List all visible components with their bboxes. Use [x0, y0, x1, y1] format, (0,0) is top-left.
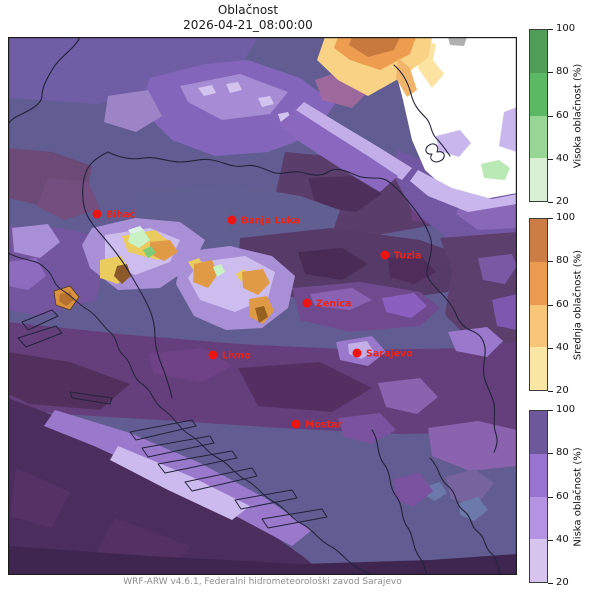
title-variable: Oblačnost	[217, 3, 279, 17]
city-label: Zenica	[316, 299, 351, 310]
city-label: Sarajevo	[366, 349, 413, 360]
model-credit: WRF-ARW v4.6.1, Federalni hidrometeorolo…	[123, 577, 402, 587]
colorbar-segment	[530, 72, 547, 116]
colorbar-segment	[530, 158, 547, 201]
tick-label: 60	[556, 298, 569, 310]
city-label: Bihać	[106, 210, 136, 221]
colorbar-segment	[530, 304, 547, 348]
tick-label: 40	[556, 533, 569, 545]
tick-mark	[548, 261, 553, 263]
colorbar-segment	[530, 347, 547, 390]
cloudiness-map: Bihać Banja Luka Tuzla Zenica Livno Sarajevo M…	[8, 37, 517, 575]
tick-label: 40	[556, 341, 569, 353]
tick-label: 60	[556, 109, 569, 121]
city-marker	[208, 350, 218, 360]
tick-mark	[548, 218, 553, 219]
colorbar-segment	[530, 30, 547, 73]
country-borders	[8, 37, 503, 575]
tick-mark	[548, 202, 553, 203]
colorbar-srednja-label: Srednja oblačnost (%)	[572, 249, 583, 360]
colorbar-segment	[530, 453, 547, 497]
colorbar-segment	[530, 261, 547, 305]
tick-label: 100	[556, 404, 576, 415]
map-frame	[8, 37, 517, 575]
colorbar-visoka-label: Visoka oblačnost (%)	[572, 63, 583, 168]
city-layer: Bihać Banja Luka Tuzla Zenica Livno Sarajevo M…	[92, 209, 421, 431]
colorbar-visoka-bar	[529, 29, 548, 202]
city-label: Livno	[222, 351, 251, 362]
city-marker	[352, 348, 362, 358]
city-label: Tuzla	[394, 251, 421, 262]
tick-label: 80	[556, 447, 569, 459]
city-marker	[291, 419, 301, 429]
city-label: Banja Luka	[241, 216, 300, 227]
page-title: Oblačnost 2026-04-21_08:00:00	[8, 3, 488, 33]
city-marker	[92, 209, 102, 219]
tick-label: 80	[556, 66, 569, 78]
tick-label: 40	[556, 152, 569, 164]
tick-mark	[548, 304, 553, 306]
colorbar-niska-label: Niska oblačnost (%)	[572, 446, 583, 547]
tick-label: 20	[556, 577, 569, 588]
title-timestamp: 2026-04-21_08:00:00	[183, 18, 313, 32]
tick-mark	[548, 496, 553, 498]
city-marker	[227, 215, 237, 225]
tick-mark	[548, 453, 553, 455]
tick-label: 100	[556, 212, 576, 223]
colorbar-niska-bar	[529, 410, 548, 583]
tick-label: 20	[556, 196, 569, 207]
tick-label: 80	[556, 255, 569, 267]
tick-mark	[548, 410, 553, 411]
colorbar-segment	[530, 496, 547, 540]
colorbar-segment	[530, 115, 547, 159]
tick-mark	[548, 391, 553, 392]
tick-mark	[548, 29, 553, 30]
tick-mark	[548, 158, 553, 160]
tick-mark	[548, 347, 553, 349]
tick-label: 60	[556, 490, 569, 502]
city-label: Mostar	[305, 420, 343, 431]
city-marker	[302, 298, 312, 308]
tick-label: 100	[556, 23, 576, 34]
tick-label: 20	[556, 385, 569, 396]
colorbar-segment	[530, 539, 547, 582]
colorbar-segment	[530, 219, 547, 262]
colorbar-srednja-bar	[529, 218, 548, 391]
coastline	[8, 252, 373, 575]
tick-mark	[548, 539, 553, 541]
tick-mark	[548, 72, 553, 74]
city-marker	[380, 250, 390, 260]
colorbar-segment	[530, 411, 547, 454]
tick-mark	[548, 115, 553, 117]
tick-mark	[548, 583, 553, 584]
